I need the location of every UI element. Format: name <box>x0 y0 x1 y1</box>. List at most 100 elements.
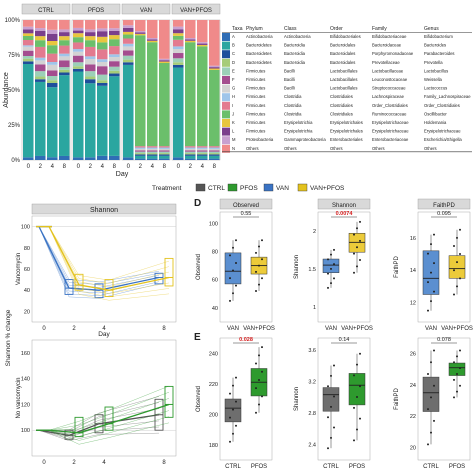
bar-segment <box>185 151 196 154</box>
table-cell: Lachnospiraceae <box>372 94 405 99</box>
bar-segment <box>135 31 146 33</box>
bar-segment <box>147 39 158 41</box>
data-point <box>327 272 329 275</box>
table-cell: Bacilli <box>284 77 295 82</box>
data-point <box>456 390 458 393</box>
table-cell: Erysipelotrichales <box>330 120 363 125</box>
table-cell: Firmicutes <box>246 77 265 82</box>
bar-segment <box>209 154 220 156</box>
table-cell: L <box>232 129 235 134</box>
bar-segment <box>173 20 184 27</box>
x-tick-label: 0 <box>77 164 81 170</box>
y-tick-label: 80 <box>24 246 30 252</box>
bar-segment <box>23 36 34 40</box>
bar-segment <box>209 158 220 160</box>
facet-strip <box>21 3 71 15</box>
box <box>224 252 242 285</box>
taxa-swatch <box>222 58 230 67</box>
data-point <box>430 431 432 434</box>
table-cell: Erysipelotrichaceae <box>424 129 461 134</box>
data-point <box>235 376 237 379</box>
bar-segment <box>209 65 220 68</box>
bar-segment <box>185 150 196 152</box>
table-cell: Clostridiales <box>330 111 353 116</box>
data-point <box>430 243 432 246</box>
table-cell: Bacteroidales <box>330 51 355 56</box>
table-cell: Lactobacillales <box>330 77 357 82</box>
bar-segment <box>73 71 84 158</box>
table-cell: Firmicutes <box>246 129 265 134</box>
data-point <box>359 239 361 242</box>
bar-segment <box>85 64 96 72</box>
bar-segment <box>197 146 208 148</box>
data-point <box>258 283 260 286</box>
bar-segment <box>123 25 134 28</box>
bar-segment <box>135 32 146 34</box>
table-cell: Bacteroidia <box>284 51 306 56</box>
data-point <box>433 262 435 265</box>
x-tick-label: 2 <box>189 164 193 170</box>
table-cell: Firmicutes <box>246 103 265 108</box>
bar-segment <box>59 32 70 37</box>
data-point <box>327 385 329 388</box>
data-point <box>430 271 432 274</box>
data-point <box>232 246 234 249</box>
bar-segment <box>109 76 120 156</box>
bar-segment <box>23 40 34 46</box>
data-point <box>261 239 263 242</box>
y-tick-label: 140 <box>21 377 30 383</box>
y-axis-label: Shannon <box>294 255 300 279</box>
bar-segment <box>47 29 58 34</box>
subject-line <box>48 226 170 284</box>
data-point <box>353 374 355 377</box>
table-cell: Clostridiales <box>330 94 353 99</box>
data-point <box>261 370 263 373</box>
x-tick-label: 0 <box>42 326 46 332</box>
bar-segment <box>85 20 96 30</box>
bar-segment <box>23 64 34 158</box>
table-cell: Erysipelotrichia <box>284 120 313 125</box>
bar-segment <box>197 148 208 151</box>
bar-segment <box>23 29 34 34</box>
y-axis-label: Observed <box>196 386 202 412</box>
data-point <box>359 417 361 420</box>
bar-segment <box>109 54 120 58</box>
bar-segment <box>159 148 170 151</box>
bar-segment <box>97 74 108 81</box>
data-point <box>330 267 332 270</box>
bar-segment <box>59 60 70 68</box>
table-cell: Holdemania <box>424 120 447 125</box>
bar-segment <box>35 76 46 80</box>
bar-segment <box>173 64 184 68</box>
panel-letter: E <box>194 332 201 343</box>
y-tick-label: 26 <box>410 352 416 358</box>
table-cell: Order_Clostridiales <box>424 103 460 108</box>
taxa-swatch <box>222 101 230 110</box>
subject-line <box>38 426 160 440</box>
bar-segment <box>197 44 208 47</box>
bar-segment <box>109 73 120 77</box>
bar-segment <box>109 70 120 74</box>
y-tick-label: 50% <box>8 88 21 94</box>
data-point <box>229 254 231 257</box>
facet-label: Observed <box>233 203 259 209</box>
bar-segment <box>73 37 84 43</box>
bar-segment <box>173 33 184 36</box>
bar-segment <box>123 20 134 26</box>
bar-segment <box>109 57 120 62</box>
facet-strip <box>417 198 471 210</box>
table-cell: Firmicutes <box>246 86 265 91</box>
table-cell: Order_Clostridiales <box>372 103 408 108</box>
table-cell: Enterobacteriaceae <box>372 137 409 142</box>
y-tick-label: 220 <box>209 382 218 388</box>
table-cell: Weissella <box>424 77 443 82</box>
table-cell: Bacteroidetes <box>246 60 272 65</box>
y-tick-label: 40 <box>212 306 218 312</box>
x-tick-label: 4 <box>201 164 205 170</box>
bar-segment <box>197 158 208 160</box>
bar-segment <box>159 151 170 154</box>
box <box>348 373 366 406</box>
bar-segment <box>85 79 96 84</box>
data-point <box>333 364 335 367</box>
bar-segment <box>47 64 58 71</box>
